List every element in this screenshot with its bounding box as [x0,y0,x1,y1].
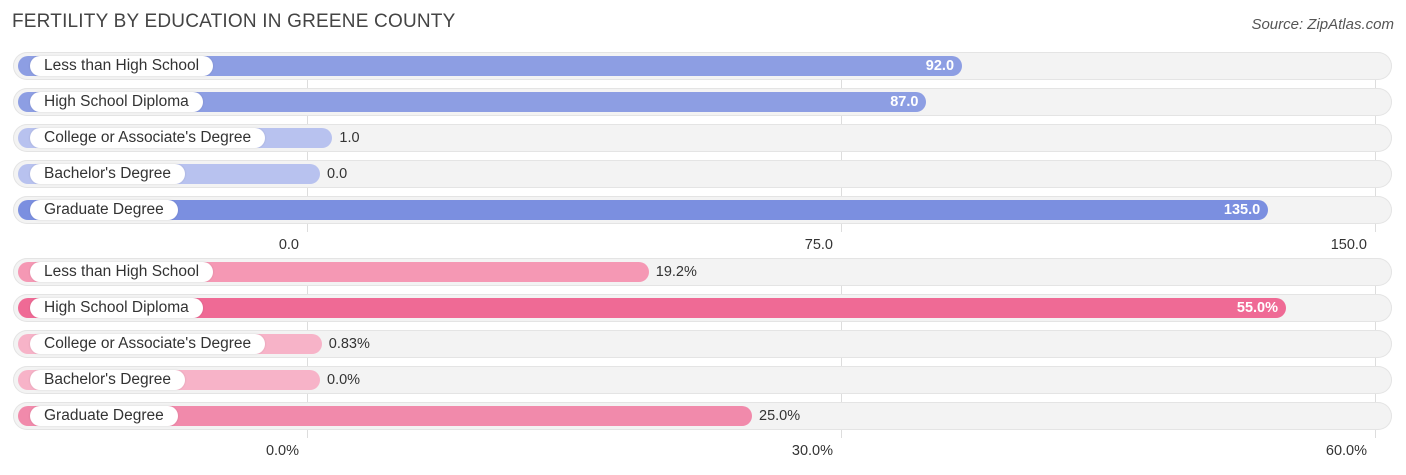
chart-title: FERTILITY BY EDUCATION IN GREENE COUNTY [12,11,456,32]
value-label: 92.0 [925,58,955,74]
value-label: 0.0% [327,372,361,388]
value-label: 1.0 [339,130,360,146]
category-label: High School Diploma [30,92,203,112]
bar [18,298,1286,318]
value-label: 87.0 [890,94,919,110]
axis-tick-label: 75.0 [804,237,833,253]
axis-tick-label: 150.0 [1330,237,1367,253]
value-label: 0.83% [328,336,370,352]
value-label: 135.0 [1223,202,1261,218]
category-label: Bachelor's Degree [30,164,186,184]
category-label: Graduate Degree [30,200,178,220]
value-label: 19.2% [655,264,697,280]
category-label: Bachelor's Degree [30,370,186,390]
category-label: College or Associate's Degree [30,334,266,354]
value-label: 0.0 [327,166,348,182]
axis-tick-label: 30.0% [791,443,833,459]
category-label: College or Associate's Degree [30,128,266,148]
axis-tick-label: 60.0% [1325,443,1367,459]
axis-tick-label: 0.0% [265,443,299,459]
category-label: Less than High School [30,56,214,76]
bar [18,92,926,112]
axis-tick-label: 0.0 [278,237,299,253]
bar [18,56,962,76]
category-label: Graduate Degree [30,406,178,426]
value-label: 25.0% [759,408,801,424]
bar [18,200,1268,220]
category-label: Less than High School [30,262,214,282]
value-label: 55.0% [1236,300,1278,316]
category-label: High School Diploma [30,298,203,318]
bar [18,406,752,426]
source-label: Source: ZipAtlas.com [1251,16,1394,33]
